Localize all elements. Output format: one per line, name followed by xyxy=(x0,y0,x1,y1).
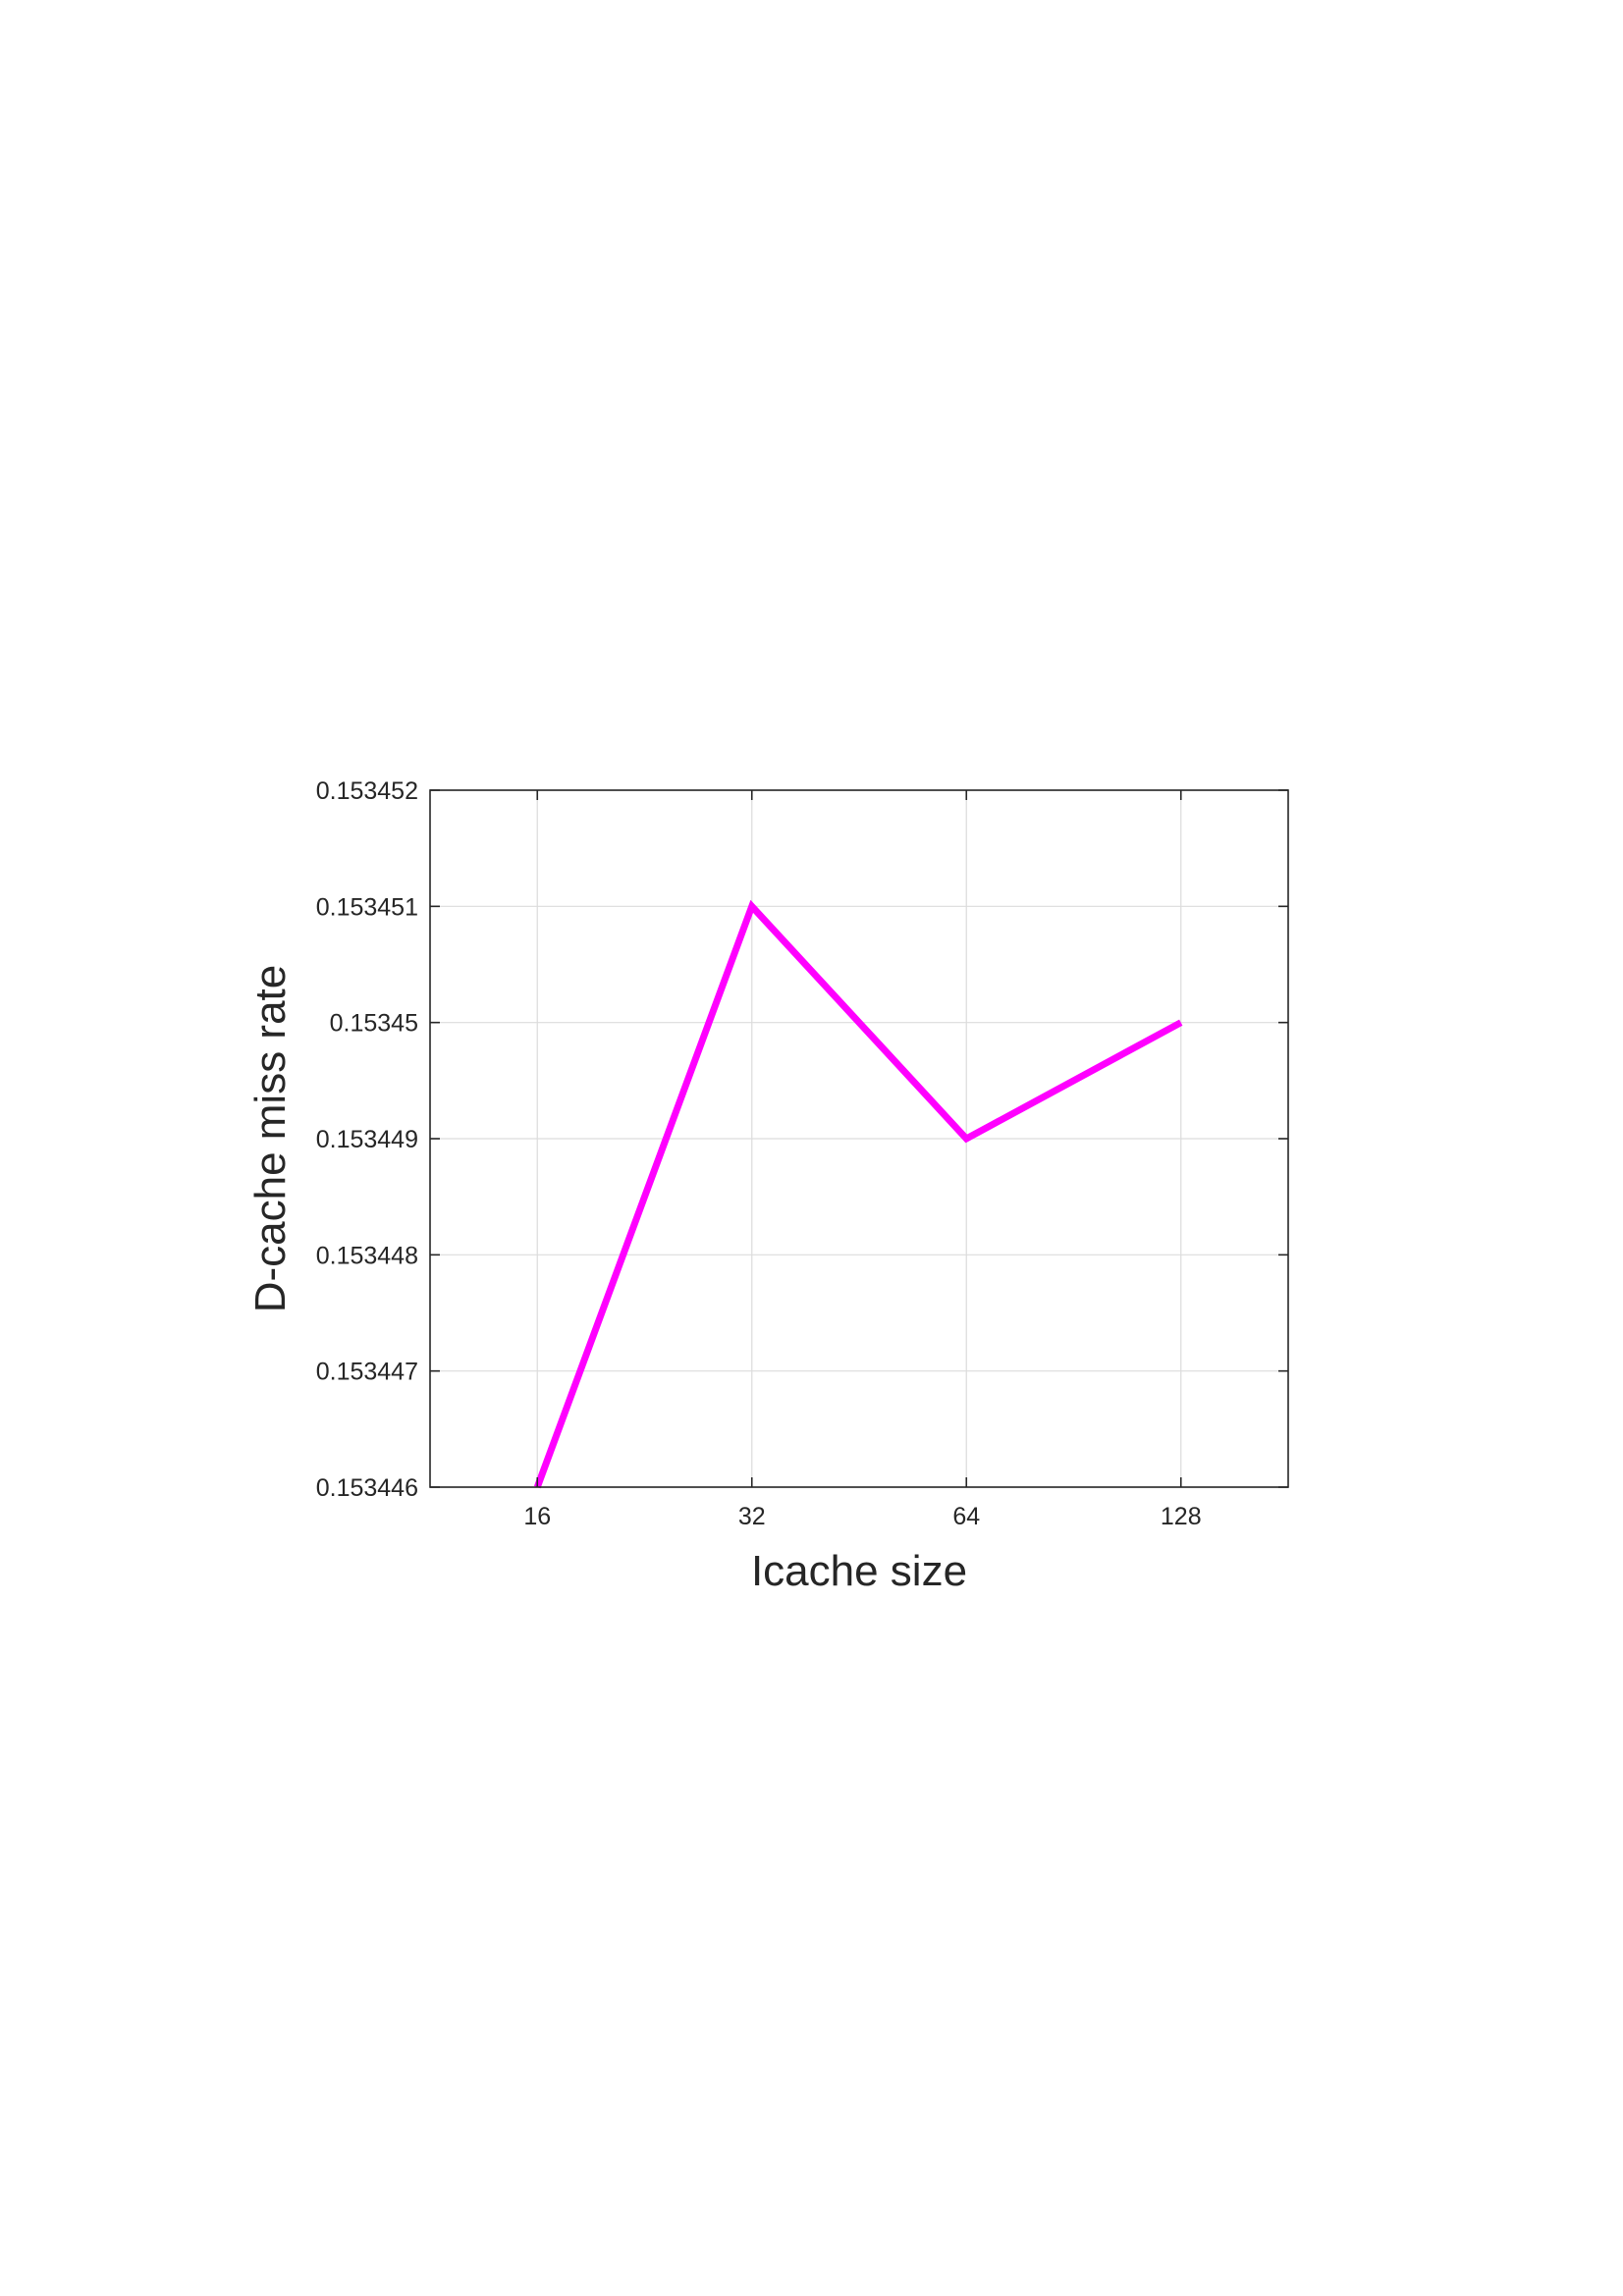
ticks xyxy=(430,789,1288,1488)
y-tick-label: 0.153451 xyxy=(316,893,418,921)
y-tick-label: 0.15345 xyxy=(330,1010,418,1038)
y-tick-label: 0.153449 xyxy=(316,1126,418,1153)
x-axis-label: Icache size xyxy=(751,1547,967,1595)
y-tick-label: 0.153448 xyxy=(316,1242,418,1269)
x-tick-label: 32 xyxy=(738,1503,766,1530)
grid xyxy=(430,789,1288,1488)
x-tick-label: 16 xyxy=(523,1503,551,1530)
x-tick-label: 64 xyxy=(952,1503,980,1530)
y-tick-label: 0.153447 xyxy=(316,1359,418,1386)
y-tick-label: 0.153446 xyxy=(316,1474,418,1502)
y-axis-label: D-cache miss rate xyxy=(246,965,295,1313)
series-line xyxy=(533,899,1183,1489)
tick-labels: 0.153446 0.153447 0.153448 0.153449 0.15345 0… xyxy=(316,777,1202,1530)
x-tick-label: 128 xyxy=(1161,1503,1202,1530)
series-layer xyxy=(533,899,1183,1489)
y-tick-label: 0.153452 xyxy=(316,777,418,805)
